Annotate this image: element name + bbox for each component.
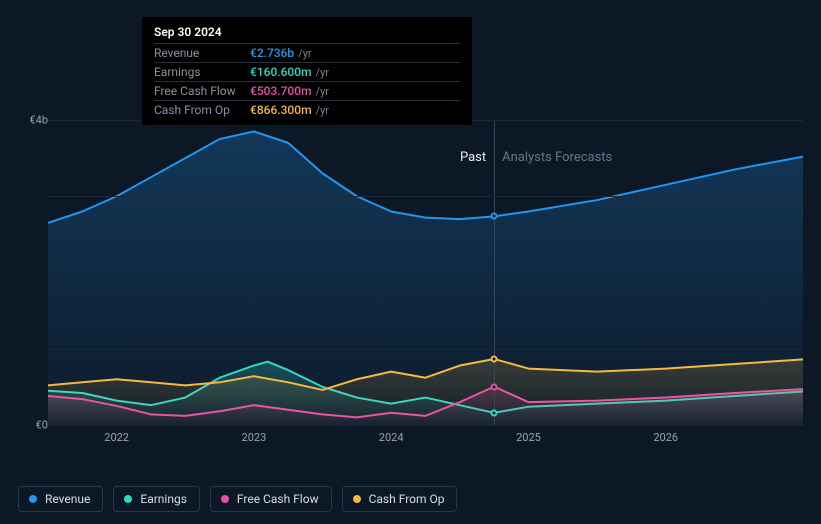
gridline (48, 425, 803, 426)
tooltip-row-label: Free Cash Flow (154, 84, 250, 98)
marker-earnings (491, 409, 498, 416)
x-tick-label: 2024 (379, 431, 404, 444)
tooltip-row-label: Cash From Op (154, 103, 250, 117)
tooltip-row: Revenue€2.736b/yr (154, 43, 460, 62)
y-tick-label: €4b (29, 114, 48, 127)
gridline (48, 349, 803, 350)
tooltip-row: Free Cash Flow€503.700m/yr (154, 81, 460, 100)
tooltip-row-label: Revenue (154, 46, 250, 60)
tooltip-row: Cash From Op€866.300m/yr (154, 100, 460, 119)
tooltip-row-value: €866.300m (250, 103, 312, 117)
y-tick-label: €0 (36, 419, 48, 432)
tooltip-row: Earnings€160.600m/yr (154, 62, 460, 81)
region-label-future: Analysts Forecasts (502, 150, 612, 165)
tooltip-row-unit: /yr (298, 47, 311, 60)
legend-item-earnings[interactable]: Earnings (113, 486, 200, 512)
x-tick-label: 2025 (516, 431, 541, 444)
marker-revenue (491, 213, 498, 220)
legend-item-label: Earnings (140, 492, 187, 506)
gridline (48, 196, 803, 197)
swatch-icon (353, 495, 361, 503)
tooltip-date: Sep 30 2024 (154, 25, 460, 43)
x-tick-label: 2026 (653, 431, 678, 444)
marker-cfo (491, 355, 498, 362)
chart-tooltip: Sep 30 2024 Revenue€2.736b/yrEarnings€16… (142, 17, 472, 125)
tooltip-row-value: €160.600m (250, 65, 312, 79)
swatch-icon (221, 495, 229, 503)
x-tick-label: 2023 (242, 431, 267, 444)
swatch-icon (124, 495, 132, 503)
tooltip-row-value: €2.736b (250, 46, 294, 60)
legend-item-label: Cash From Op (369, 492, 445, 506)
financials-chart: Past Analysts Forecasts €0€4b20222023202… (18, 120, 803, 445)
swatch-icon (29, 495, 37, 503)
legend-item-label: Revenue (45, 492, 90, 506)
tooltip-row-unit: /yr (316, 104, 329, 117)
legend-item-revenue[interactable]: Revenue (18, 486, 103, 512)
tooltip-row-unit: /yr (316, 85, 329, 98)
chart-legend: Revenue Earnings Free Cash Flow Cash From O… (18, 486, 457, 512)
x-tick-label: 2022 (104, 431, 129, 444)
tooltip-row-unit: /yr (316, 66, 329, 79)
tooltip-row-label: Earnings (154, 65, 250, 79)
legend-item-fcf[interactable]: Free Cash Flow (210, 486, 332, 512)
region-label-past: Past (460, 150, 486, 165)
legend-item-cfo[interactable]: Cash From Op (342, 486, 458, 512)
gridline (48, 273, 803, 274)
legend-item-label: Free Cash Flow (237, 492, 319, 506)
marker-fcf (491, 383, 498, 390)
tooltip-row-value: €503.700m (250, 84, 312, 98)
